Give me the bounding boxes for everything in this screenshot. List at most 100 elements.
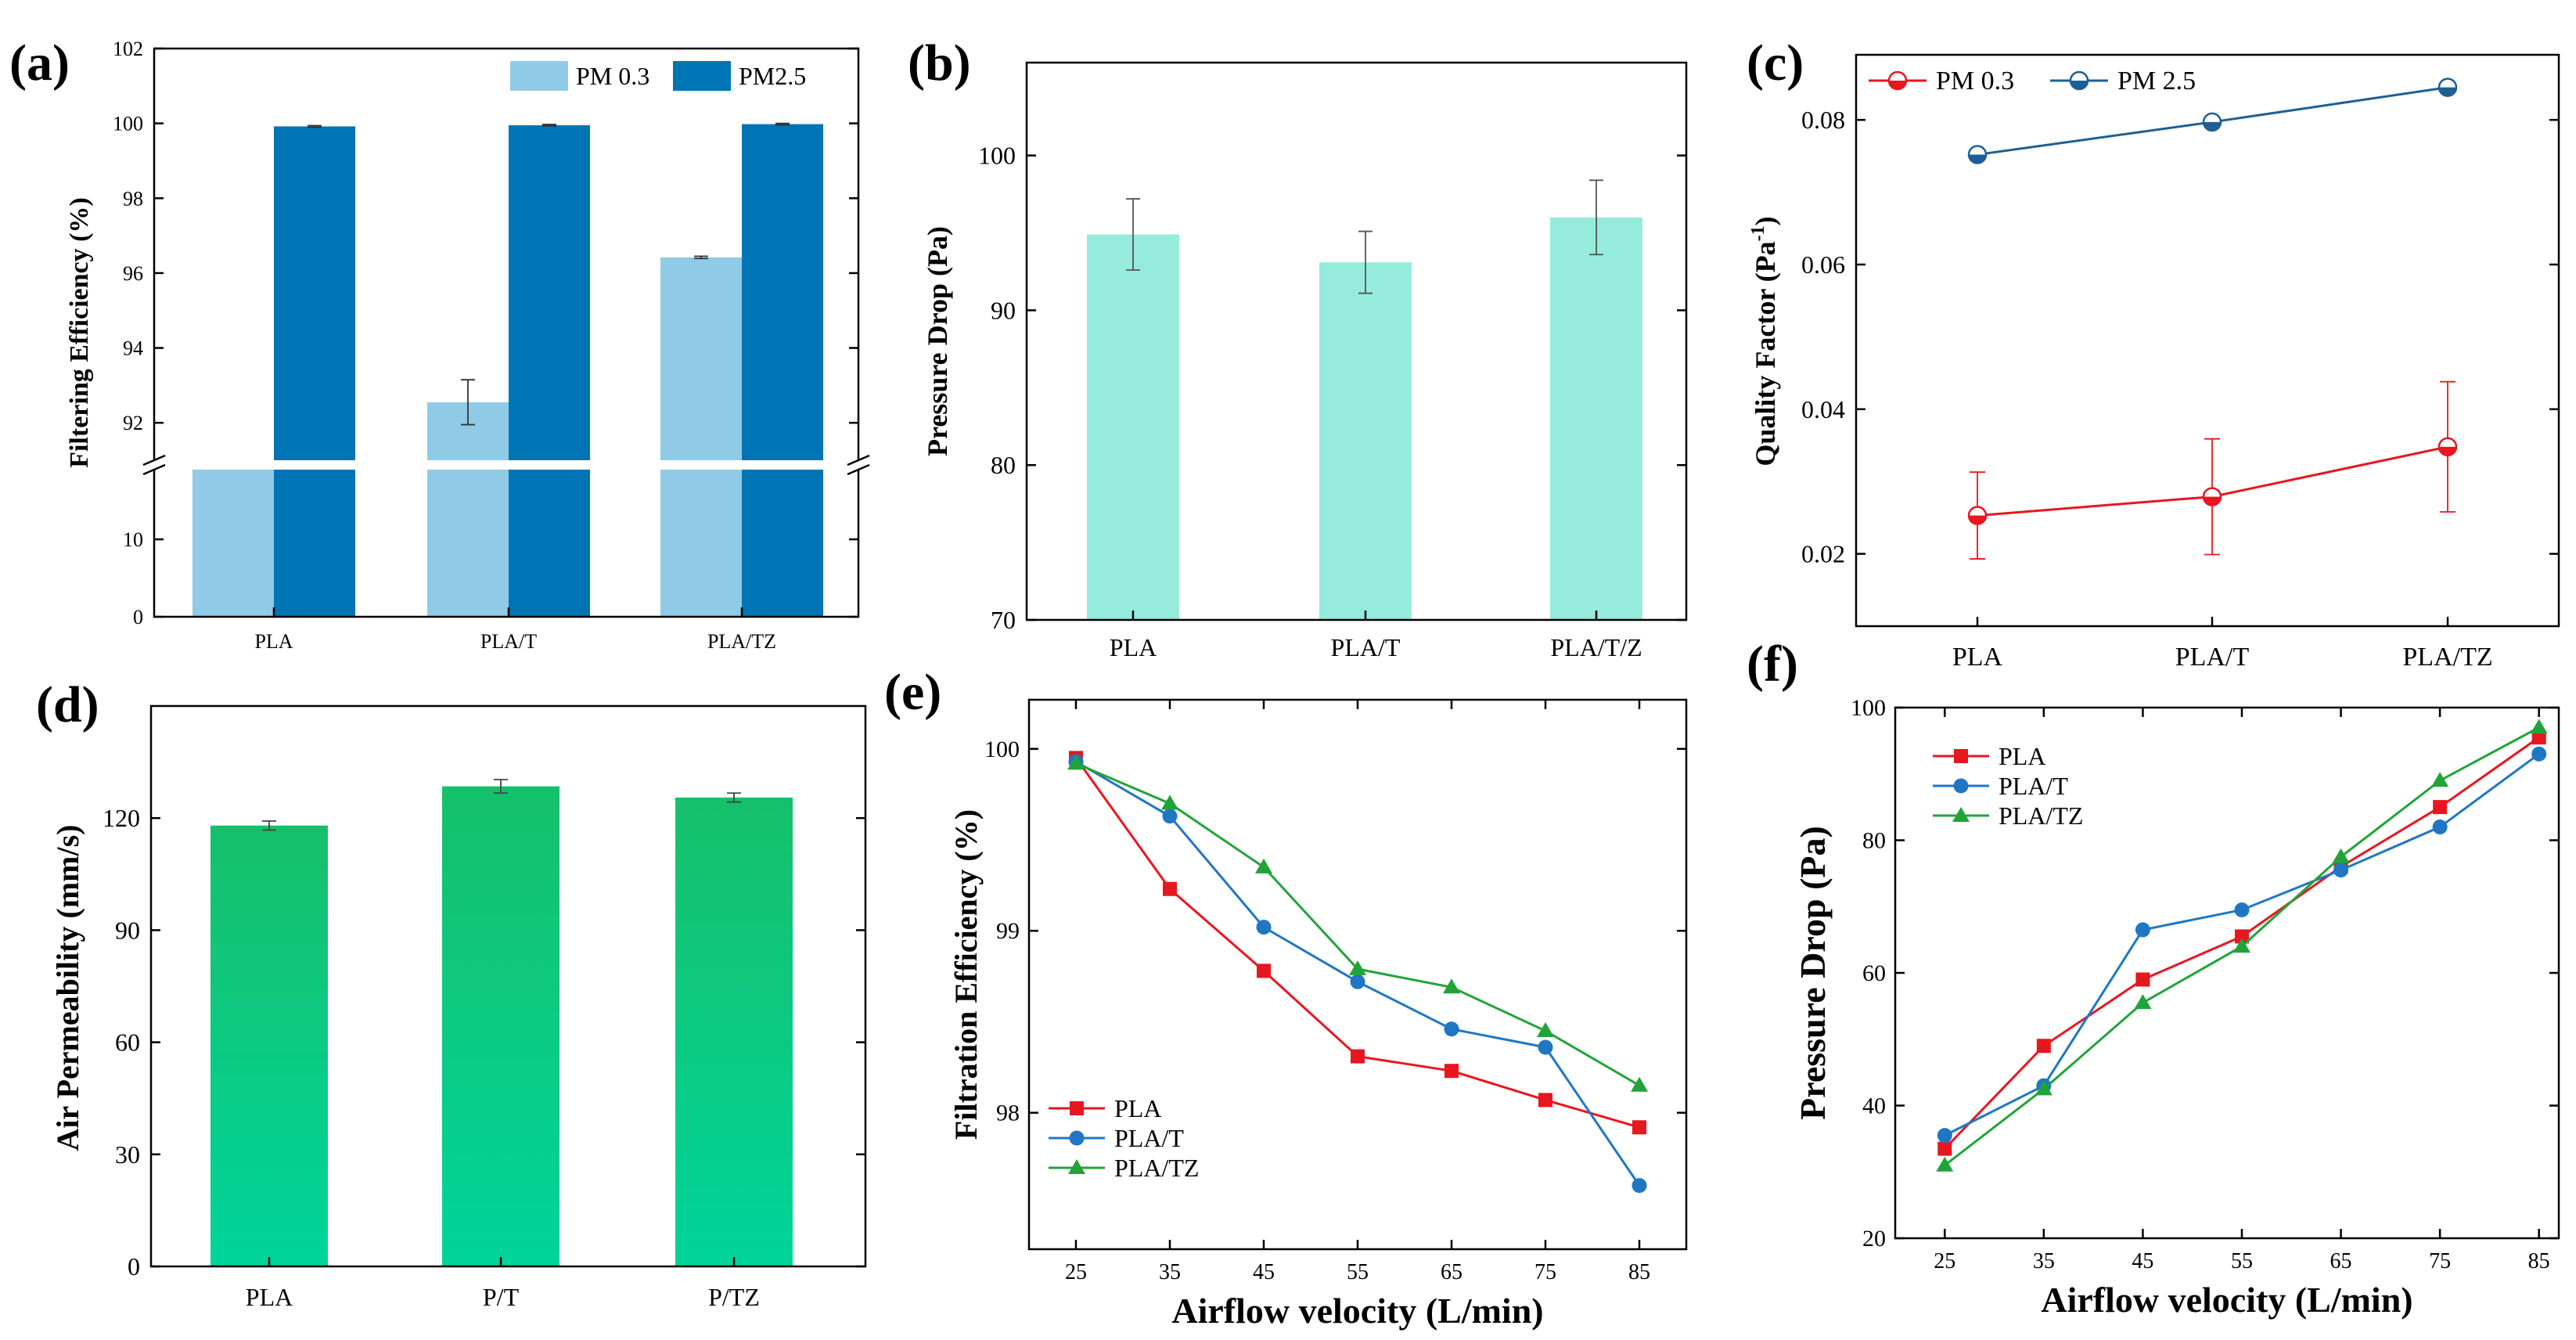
x-tick-label: PLA/T: [1331, 633, 1401, 661]
y-tick-label: 0.04: [1801, 395, 1845, 423]
y-tick-label: 20: [1862, 1226, 1886, 1252]
data-point: [2333, 863, 2349, 878]
axis-break-mark: [142, 454, 166, 466]
chart-panel-d: 0 30 60 90 120 PLA P/T P/TZ Air Permeability (mm…: [36, 676, 867, 1311]
x-tick-label: 35: [1159, 1260, 1181, 1284]
y-tick-label: 90: [991, 296, 1016, 324]
legend-marker: [1954, 749, 1968, 763]
panel-label: (f): [1747, 636, 1798, 693]
x-tick-label: 75: [2429, 1249, 2451, 1273]
data-point: [1936, 1156, 1954, 1172]
data-point: [2433, 800, 2448, 815]
data-point: [1631, 1076, 1648, 1092]
x-axis-label: Airflow velocity (L/min): [2041, 1280, 2412, 1320]
x-tick-label: P/TZ: [708, 1283, 760, 1311]
data-point: [1538, 1039, 1553, 1055]
y-tick-label: 100: [1851, 695, 1886, 721]
x-tick-label: PLA: [254, 630, 293, 653]
y-tick-label: 0: [128, 1252, 140, 1281]
data-point: [1445, 1064, 1459, 1079]
y-tick-label: 90: [115, 916, 140, 944]
data-point: [1444, 1021, 1459, 1037]
x-tick-label: 25: [1065, 1260, 1087, 1284]
y-tick-label: 94: [123, 337, 143, 360]
plot-frame: [1025, 61, 1688, 621]
x-tick-label: PLA/T: [480, 630, 537, 653]
axis-break-gap: [852, 461, 865, 469]
data-point: [1257, 964, 1271, 978]
chart-panel-f: 20 40 60 80 100 25 35 45 55 65 75 85 Airflow velocit…: [1747, 636, 2560, 1320]
data-point: [1067, 755, 1085, 770]
legend-marker: [1952, 807, 1970, 822]
data-point: [1537, 1022, 1554, 1038]
x-tick-label: 85: [1628, 1260, 1650, 1284]
y-tick-label: 98: [996, 1100, 1020, 1126]
data-point: [2135, 922, 2150, 938]
legend-label: PLA/T: [1114, 1124, 1184, 1152]
axis-break-mark: [847, 463, 870, 476]
data-point: [2531, 730, 2546, 745]
legend-marker: [1070, 1101, 1084, 1115]
x-tick-label: PLA/T: [2175, 643, 2250, 672]
data-point: [2135, 972, 2150, 987]
bar: [509, 470, 590, 617]
y-tick-label: 100: [978, 142, 1016, 170]
x-tick-label: 85: [2528, 1249, 2550, 1273]
legend-label: PM 0.3: [1936, 67, 2014, 95]
y-tick-label: 92: [123, 412, 143, 434]
data-point: [1162, 809, 1178, 824]
panel-label: (d): [36, 676, 99, 733]
axis-break-gap: [156, 460, 857, 470]
plot-frame: [1894, 706, 2560, 1240]
data-point: [1161, 794, 1178, 810]
data-point: [1969, 515, 1986, 524]
y-tick-label: 80: [991, 451, 1016, 479]
x-tick-label: 55: [2231, 1249, 2253, 1273]
bar: [427, 470, 509, 617]
data-point: [1443, 978, 1460, 994]
legend-marker: [1068, 1159, 1085, 1174]
y-axis-label: Air Permeability (mm/s): [50, 825, 85, 1151]
y-tick-label: 0.02: [1801, 540, 1845, 568]
y-tick-label: 0.08: [1801, 106, 1845, 134]
x-tick-label: 35: [2033, 1249, 2055, 1273]
y-tick-label: 70: [991, 606, 1016, 634]
x-tick-label: 25: [1934, 1249, 1955, 1273]
bar: [274, 126, 355, 460]
y-tick-label: 40: [1862, 1093, 1886, 1119]
x-tick-label: 65: [1441, 1260, 1462, 1284]
legend-label: PLA/T: [1999, 772, 2068, 800]
data-point: [2234, 929, 2249, 944]
data-point: [2234, 902, 2250, 917]
y-axis-label: Quality Factor (Pa-1): [1748, 216, 1781, 466]
data-point: [2036, 1039, 2051, 1054]
bar: [442, 786, 559, 1266]
legend-label: PLA: [1999, 742, 2045, 770]
series-line: [1074, 757, 1640, 1129]
data-point: [1937, 1128, 1952, 1144]
data-point: [1255, 858, 1272, 874]
bar: [660, 470, 742, 617]
data-point: [1632, 1120, 1646, 1135]
data-point: [2232, 938, 2250, 953]
y-tick-label: 96: [123, 262, 143, 285]
bar: [660, 257, 742, 460]
x-tick-label: PLA/TZ: [707, 630, 776, 653]
y-tick-label: 100: [113, 113, 143, 135]
legend-swatch: [673, 61, 731, 91]
y-tick-label: 0: [133, 606, 143, 629]
legend-marker: [1953, 778, 1969, 794]
legend-label: PM 2.5: [2117, 67, 2196, 95]
panel-label: (c): [1747, 34, 1804, 92]
chart-panel-e: 98 99 100 25 35 45 55 65 75 85 Airflow velocity (L…: [884, 664, 1688, 1331]
x-tick-label: 65: [2330, 1249, 2352, 1273]
bar: [192, 470, 274, 617]
bar: [274, 470, 355, 617]
y-tick-label: 60: [1862, 960, 1886, 986]
y-axis-label: Pressure Drop (Pa): [1793, 826, 1833, 1120]
legend-marker: [1889, 81, 1906, 89]
data-point: [1632, 1178, 1647, 1194]
x-axis-label: Airflow velocity (L/min): [1171, 1291, 1543, 1331]
panel-label: (e): [884, 664, 941, 721]
